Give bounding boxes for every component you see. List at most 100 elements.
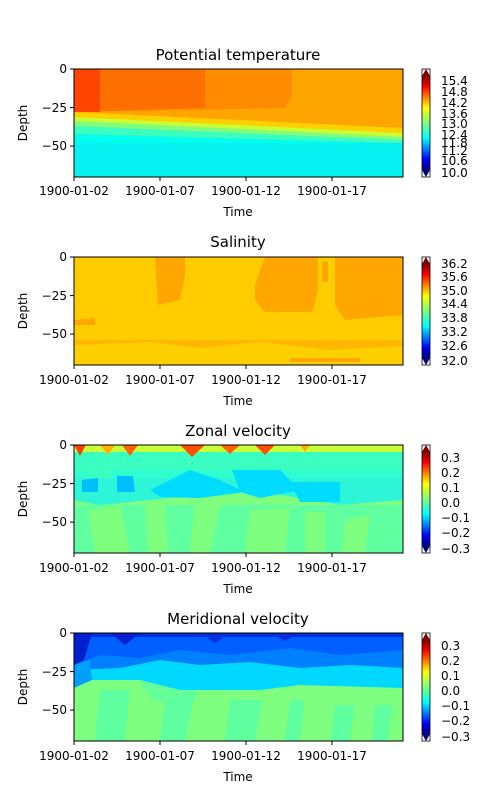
x-axis-label: Time bbox=[222, 770, 252, 784]
colorbar-tick-label: 0.0 bbox=[441, 496, 460, 510]
x-axis-label: Time bbox=[222, 582, 252, 596]
colorbar-ticks: 0.3 0.2 0.1 0.0 −0.1 −0.2 −0.3 bbox=[441, 639, 470, 744]
colorbar: 15.4 14.8 14.2 13.6 13.0 12.4 11.8 11.2 … bbox=[421, 68, 468, 180]
y-tick-label: −25 bbox=[42, 101, 67, 115]
colorbar-tick-label: 32.6 bbox=[441, 339, 468, 353]
y-tick-label: −25 bbox=[42, 477, 67, 491]
y-tick-label: −50 bbox=[42, 139, 67, 153]
plot-frame bbox=[73, 444, 404, 554]
colorbar-tick-label: 15.4 bbox=[441, 74, 468, 88]
colorbar-tick-label: 0.0 bbox=[441, 684, 460, 698]
x-tick-label: 1900-01-12 bbox=[211, 184, 281, 198]
y-axis-label: Depth bbox=[16, 293, 30, 330]
y-axis-label: Depth bbox=[16, 669, 30, 706]
x-tick-label: 1900-01-17 bbox=[297, 373, 367, 387]
colorbar-tick-label: 0.2 bbox=[441, 466, 460, 480]
colorbar-tick-label: 14.8 bbox=[441, 85, 468, 99]
y-axis: 0 −25 −50 Depth bbox=[16, 626, 74, 717]
colorbar-tick-label: 35.0 bbox=[441, 284, 468, 298]
x-tick-label: 1900-01-07 bbox=[125, 749, 195, 763]
x-tick-label: 1900-01-07 bbox=[125, 373, 195, 387]
colorbar-ticks: 15.4 14.8 14.2 13.6 13.0 12.4 11.8 11.2 … bbox=[441, 74, 468, 180]
colorbar-tick-label: 0.2 bbox=[441, 654, 460, 668]
plot-frame bbox=[73, 68, 404, 178]
plot-frame bbox=[73, 632, 404, 742]
x-tick-label: 1900-01-12 bbox=[211, 373, 281, 387]
colorbar-ticks: 0.3 0.2 0.1 0.0 −0.1 −0.2 −0.3 bbox=[441, 451, 470, 556]
colorbar-tick-label: −0.1 bbox=[441, 699, 470, 713]
colorbar-ticks: 36.2 35.6 35.0 34.4 33.8 33.2 32.6 32.0 bbox=[441, 257, 468, 368]
colorbar: 36.2 35.6 35.0 34.4 33.8 33.2 32.6 32.0 bbox=[421, 256, 468, 368]
y-tick-label: −50 bbox=[42, 515, 67, 529]
panel-title: Salinity bbox=[210, 233, 266, 251]
colorbar-tick-label: 36.2 bbox=[441, 257, 468, 271]
panel-meridional-velocity: Meridional velocity 0 bbox=[16, 610, 470, 784]
x-axis-label: Time bbox=[222, 205, 252, 219]
colorbar-tick-label: 11.8 bbox=[441, 136, 468, 150]
colorbar-tick-label: 12.4 bbox=[441, 128, 468, 142]
x-tick-label: 1900-01-02 bbox=[39, 561, 109, 575]
panel-title: Potential temperature bbox=[156, 46, 321, 64]
x-axis-label: Time bbox=[222, 394, 252, 408]
y-axis: 0 −25 −50 Depth bbox=[16, 62, 74, 153]
plot-frame bbox=[73, 256, 404, 366]
x-tick-label: 1900-01-02 bbox=[39, 373, 109, 387]
heatmap-field bbox=[74, 257, 403, 365]
colorbar-tick-label: −0.1 bbox=[441, 511, 470, 525]
y-tick-label: −50 bbox=[42, 327, 67, 341]
colorbar-tick-label: 35.6 bbox=[441, 270, 468, 284]
x-tick-label: 1900-01-07 bbox=[125, 561, 195, 575]
y-tick-label: 0 bbox=[59, 250, 67, 264]
x-tick-label: 1900-01-17 bbox=[297, 561, 367, 575]
colorbar-tick-label: −0.3 bbox=[441, 542, 470, 556]
colorbar-tick-label: 32.0 bbox=[441, 354, 468, 368]
x-axis: 1900-01-02 1900-01-07 1900-01-12 1900-01… bbox=[39, 741, 367, 784]
colorbar-tick-label: 13.0 bbox=[441, 117, 468, 131]
colorbar-tick-label: 11.2 bbox=[441, 144, 468, 158]
colorbar-tick-label: −0.2 bbox=[441, 714, 470, 728]
panel-salinity: Salinity 0 −25 −50 Depth 190 bbox=[16, 233, 468, 408]
x-axis: 1900-01-02 1900-01-07 1900-01-12 1900-01… bbox=[39, 553, 367, 596]
x-tick-label: 1900-01-17 bbox=[297, 749, 367, 763]
heatmap-field bbox=[74, 69, 403, 177]
x-axis: 1900-01-02 1900-01-07 1900-01-12 1900-01… bbox=[39, 177, 367, 219]
heatmap-field bbox=[74, 633, 403, 741]
y-tick-label: 0 bbox=[59, 438, 67, 452]
x-tick-label: 1900-01-02 bbox=[39, 184, 109, 198]
colorbar-tick-label: 0.1 bbox=[441, 669, 460, 683]
colorbar-tick-label: 34.4 bbox=[441, 297, 468, 311]
x-tick-label: 1900-01-12 bbox=[211, 749, 281, 763]
colorbar-tick-label: 0.3 bbox=[441, 451, 460, 465]
y-axis: 0 −25 −50 Depth bbox=[16, 250, 74, 341]
heatmap-field bbox=[74, 445, 403, 553]
y-tick-label: 0 bbox=[59, 62, 67, 76]
x-tick-label: 1900-01-17 bbox=[297, 184, 367, 198]
colorbar: 0.3 0.2 0.1 0.0 −0.1 −0.2 −0.3 bbox=[421, 444, 470, 556]
y-tick-label: −25 bbox=[42, 289, 67, 303]
colorbar-tick-label: 0.3 bbox=[441, 639, 460, 653]
y-tick-label: 0 bbox=[59, 626, 67, 640]
colorbar-tick-label: 33.8 bbox=[441, 311, 468, 325]
x-tick-label: 1900-01-12 bbox=[211, 561, 281, 575]
x-tick-label: 1900-01-02 bbox=[39, 749, 109, 763]
colorbar-tick-label: 10.0 bbox=[441, 166, 468, 180]
x-tick-label: 1900-01-07 bbox=[125, 184, 195, 198]
panel-potential-temperature: Potential temperature 0 −25 −50 Depth bbox=[16, 46, 468, 219]
y-axis: 0 −25 −50 Depth bbox=[16, 438, 74, 529]
colorbar-tick-label: 33.2 bbox=[441, 325, 468, 339]
colorbar-tick-label: 14.2 bbox=[441, 96, 468, 110]
x-axis: 1900-01-02 1900-01-07 1900-01-12 1900-01… bbox=[39, 365, 367, 408]
y-tick-label: −25 bbox=[42, 665, 67, 679]
panel-title: Zonal velocity bbox=[185, 422, 291, 440]
y-axis-label: Depth bbox=[16, 105, 30, 142]
colorbar-tick-label: −0.3 bbox=[441, 730, 470, 744]
y-tick-label: −50 bbox=[42, 703, 67, 717]
colorbar-tick-label: −0.2 bbox=[441, 526, 470, 540]
panel-title: Meridional velocity bbox=[167, 610, 309, 628]
colorbar-tick-label: 0.1 bbox=[441, 481, 460, 495]
colorbar-tick-label: 10.6 bbox=[441, 154, 468, 168]
colorbar-tick-label: 13.6 bbox=[441, 107, 468, 121]
colorbar: 0.3 0.2 0.1 0.0 −0.1 −0.2 −0.3 bbox=[421, 632, 470, 744]
panel-zonal-velocity: Zonal velocity bbox=[16, 422, 470, 596]
